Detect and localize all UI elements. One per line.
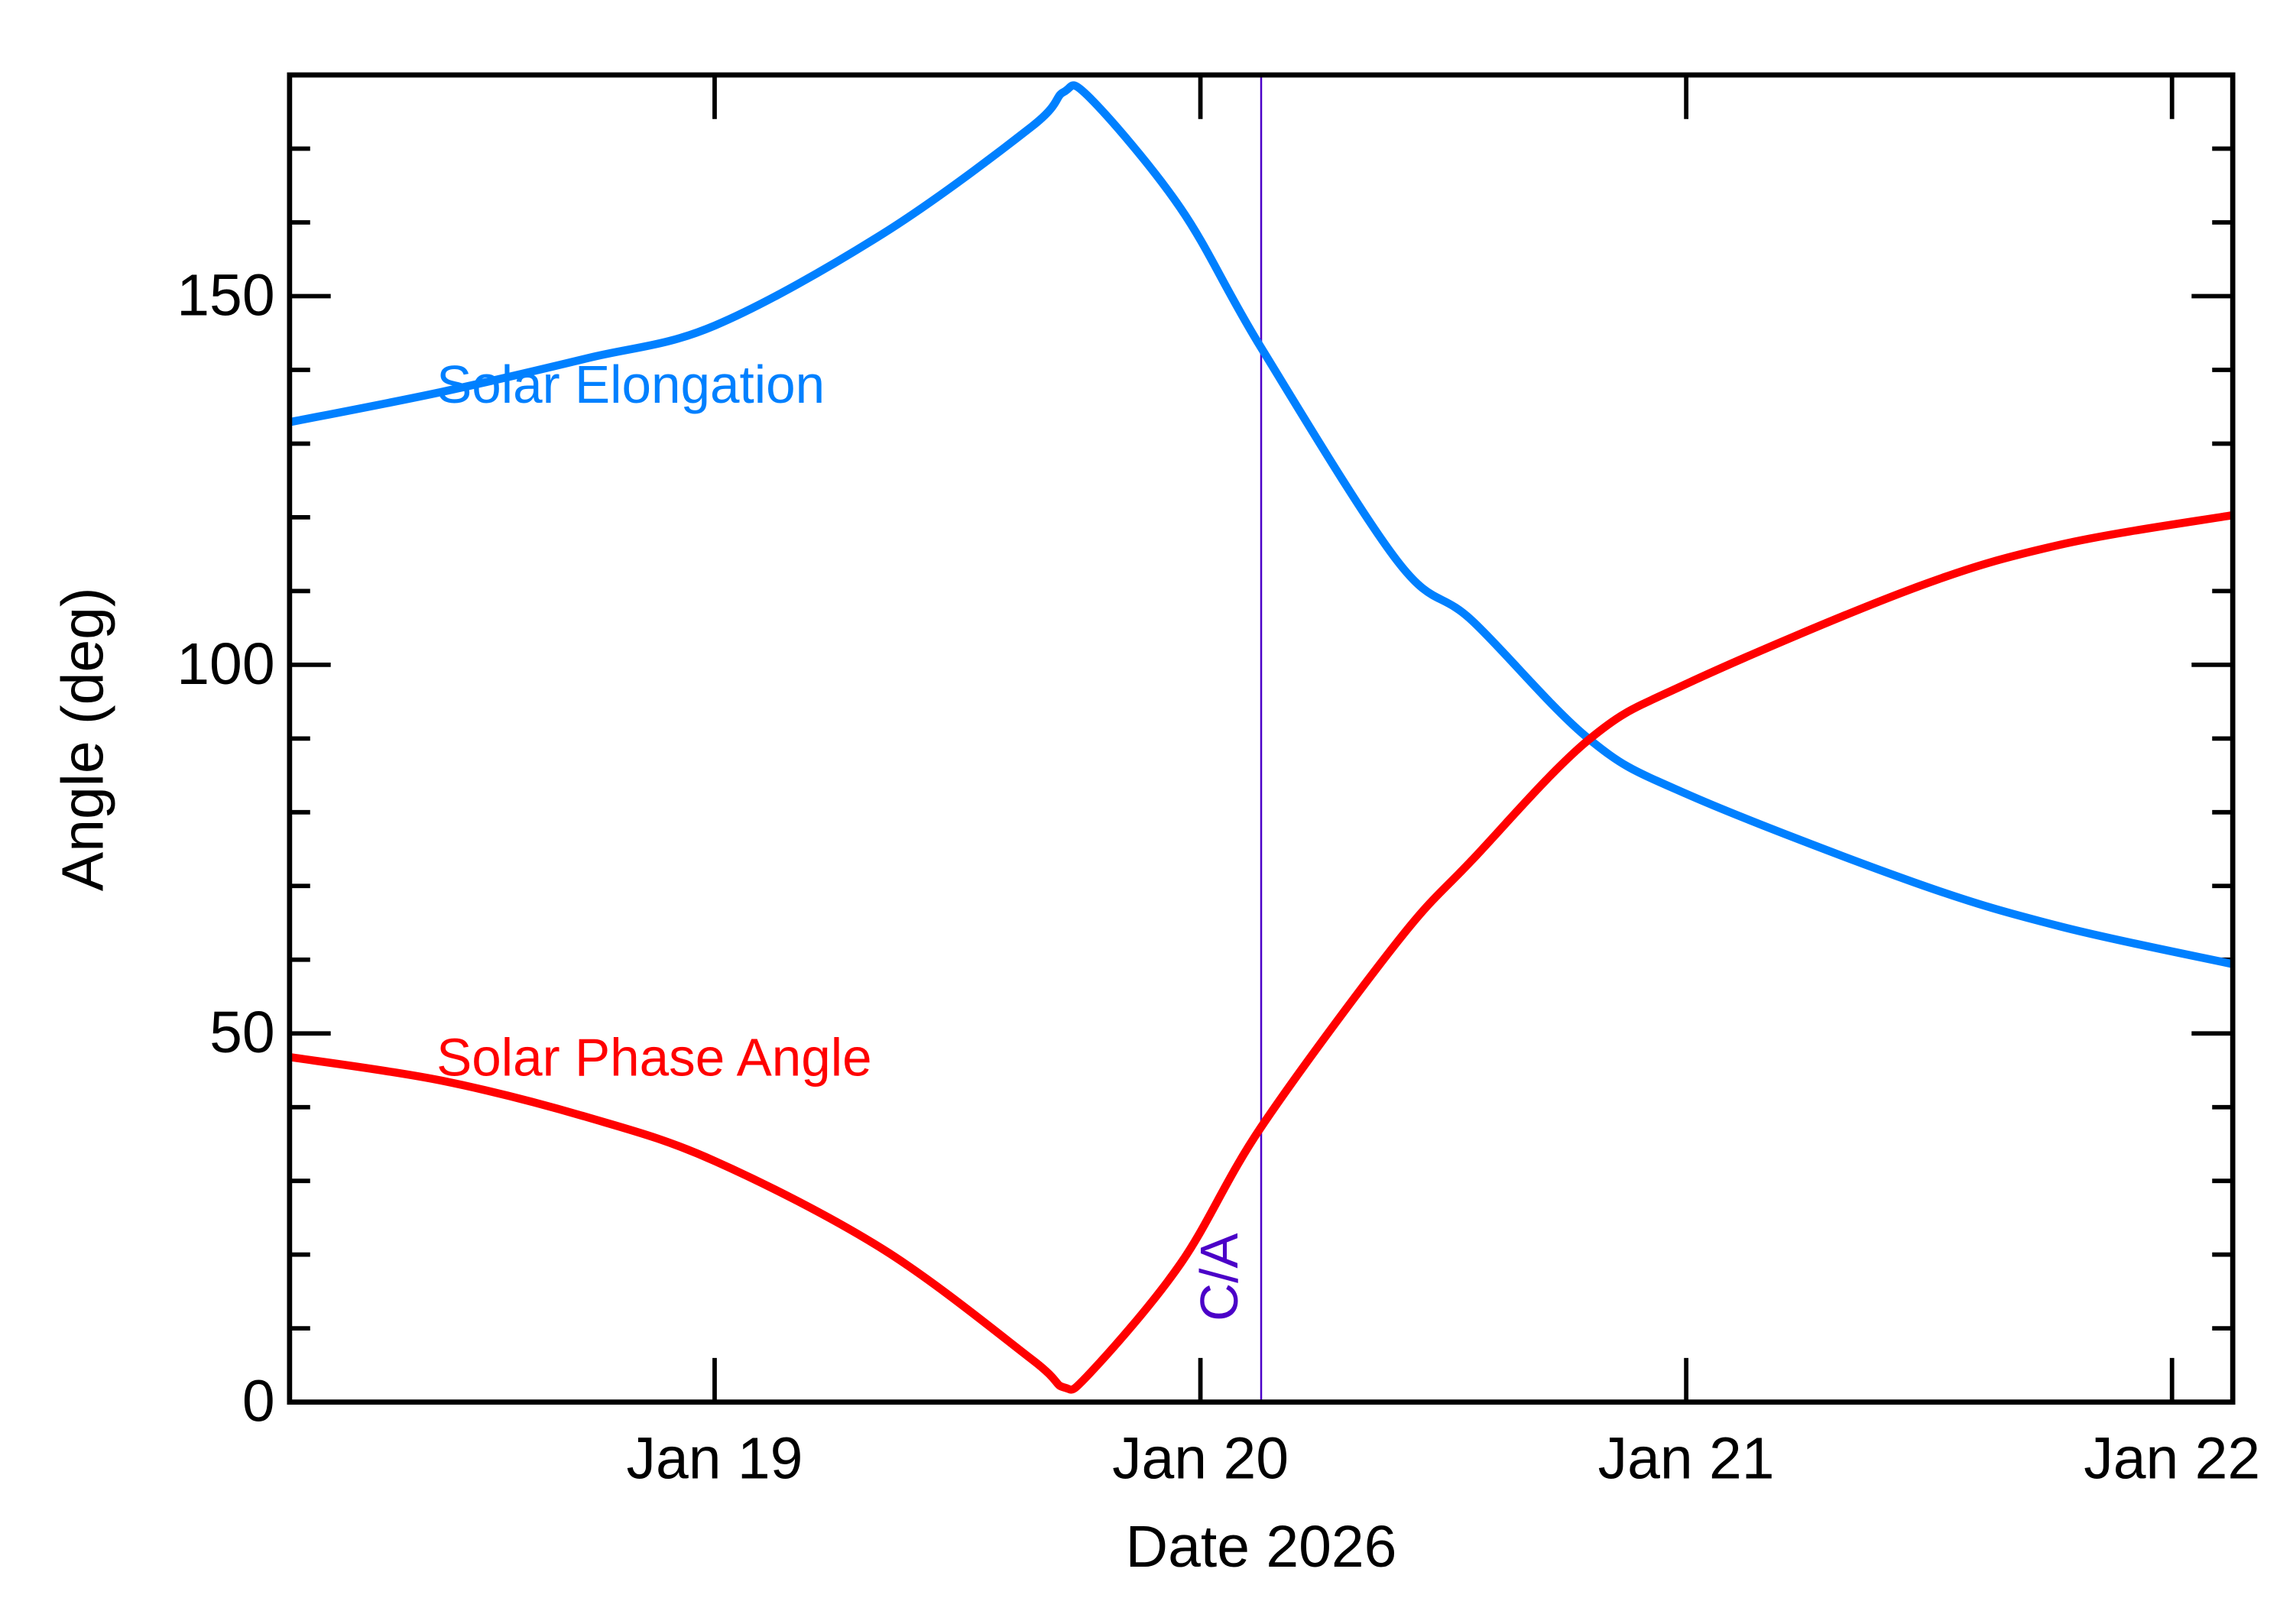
- plot-frame: [287, 72, 2236, 1405]
- x-tick-label: Jan 22: [2084, 1426, 2260, 1492]
- series-label-solar-phase-angle: Solar Phase Angle: [436, 1028, 872, 1088]
- series-label-solar-elongation: Solar Elongation: [436, 355, 825, 414]
- y-tick-label: 100: [177, 631, 274, 697]
- x-tick-label: Jan 20: [1112, 1426, 1289, 1492]
- y-tick-label: 50: [209, 1000, 275, 1065]
- y-tick-label: 150: [177, 263, 274, 329]
- y-tick-label: 0: [242, 1369, 275, 1434]
- tick-labels: 0 50 100 150 Jan 19 Jan 20 Jan 21 Jan 22: [177, 263, 2260, 1492]
- x-axis-label: Date 2026: [1126, 1514, 1397, 1580]
- y-axis-label: Angle (deg): [50, 588, 116, 892]
- x-tick-label: Jan 19: [627, 1426, 803, 1492]
- series-line-solar-phase-angle: [289, 511, 2234, 1394]
- series-curves: [288, 81, 2234, 1394]
- x-tick-label: Jan 21: [1598, 1426, 1775, 1492]
- closest-approach-label: C/A: [1189, 1233, 1249, 1321]
- series-line-solar-elongation: [288, 81, 2234, 968]
